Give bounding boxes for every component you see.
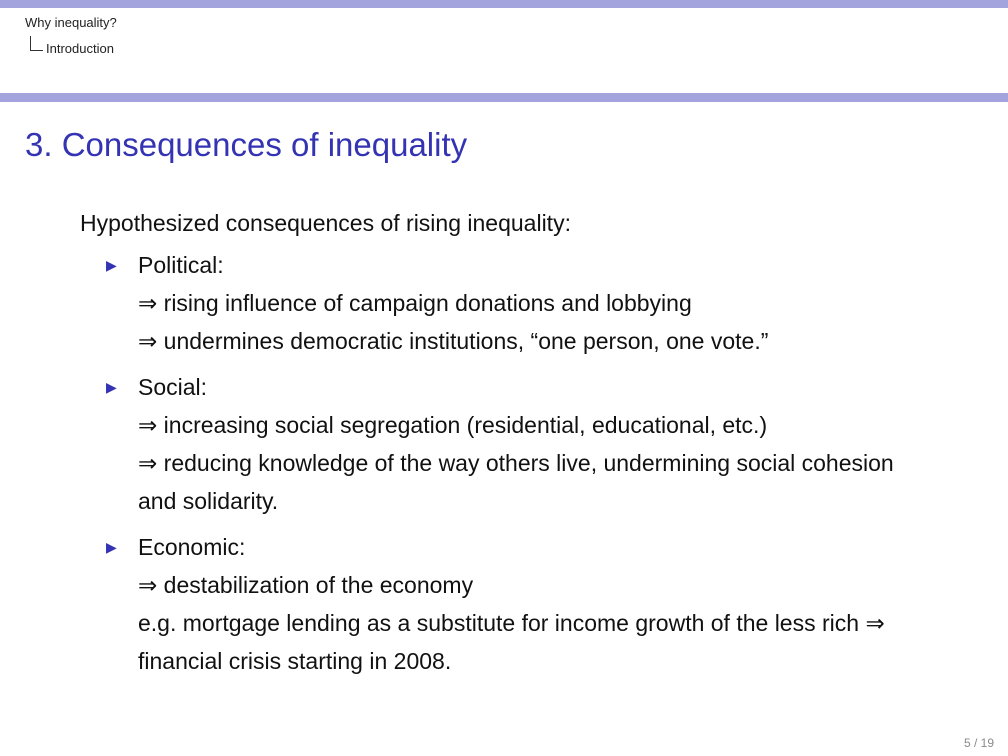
intro-text: Hypothesized consequences of rising ineq… [80, 204, 960, 242]
header-section-link[interactable]: Why inequality? [25, 15, 117, 30]
frame-title: 3. Consequences of inequality [25, 126, 467, 164]
bullet-line: ⇒ destabilization of the economy [138, 566, 960, 604]
header-divider-bar [0, 93, 1008, 102]
top-accent-bar [0, 0, 1008, 8]
triangle-right-icon: ▶ [106, 528, 117, 566]
page-number: 5 / 19 [964, 736, 994, 750]
slide-header: Why inequality? Introduction [0, 8, 1008, 94]
header-subsection-link[interactable]: Introduction [46, 41, 114, 56]
bullet-social: ▶ Social: ⇒ increasing social segregatio… [138, 368, 960, 520]
tree-branch-icon [30, 36, 43, 51]
bullet-line: e.g. mortgage lending as a substitute fo… [138, 604, 938, 680]
bullet-line: ⇒ reducing knowledge of the way others l… [138, 444, 938, 520]
bullet-line: ⇒ rising influence of campaign donations… [138, 284, 960, 322]
bullet-political: ▶ Political: ⇒ rising influence of campa… [138, 246, 960, 360]
bullet-line: ⇒ undermines democratic institutions, “o… [138, 322, 960, 360]
slide-content: Hypothesized consequences of rising ineq… [80, 204, 960, 688]
bullet-heading: Economic: [138, 528, 960, 566]
bullet-economic: ▶ Economic: ⇒ destabilization of the eco… [138, 528, 960, 680]
triangle-right-icon: ▶ [106, 368, 117, 406]
bullet-list: ▶ Political: ⇒ rising influence of campa… [80, 246, 960, 680]
bullet-line: ⇒ increasing social segregation (residen… [138, 406, 960, 444]
bullet-heading: Political: [138, 246, 960, 284]
triangle-right-icon: ▶ [106, 246, 117, 284]
bullet-heading: Social: [138, 368, 960, 406]
